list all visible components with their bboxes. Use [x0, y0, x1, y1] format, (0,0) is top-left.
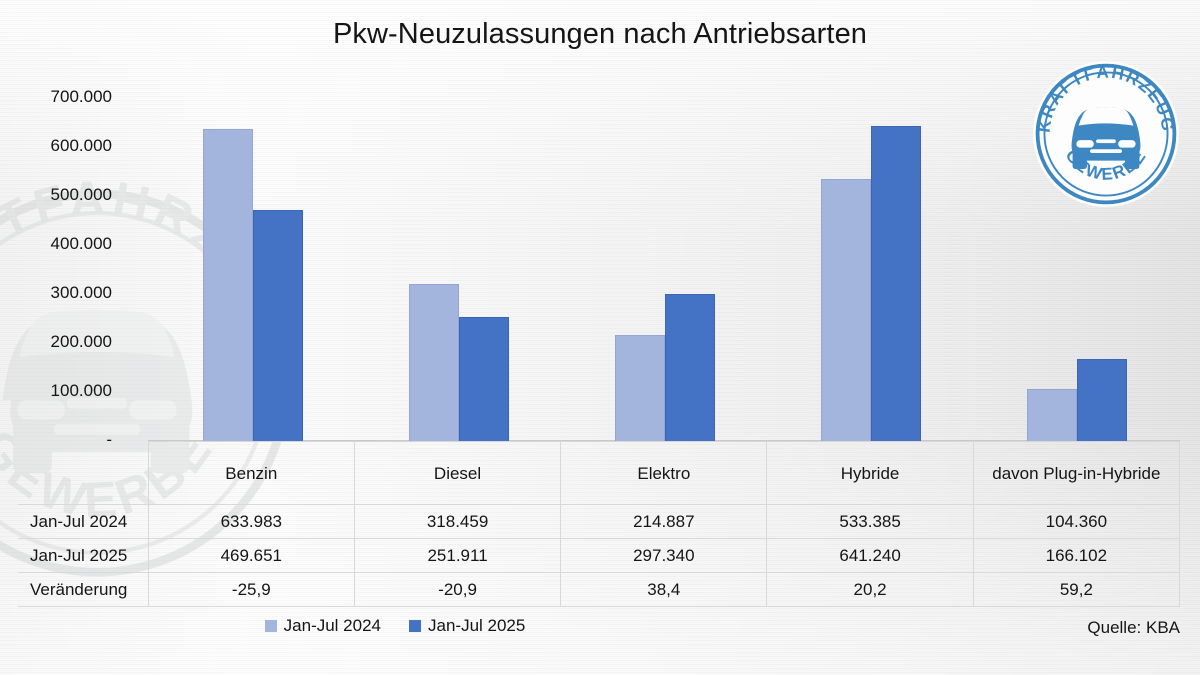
- table-header-elektro: Elektro: [560, 441, 768, 505]
- table-header-benzin: Benzin: [147, 441, 355, 505]
- car-front-icon: [1071, 107, 1141, 169]
- bar-2024: [821, 179, 871, 442]
- y-axis-tick-label: 200.000: [50, 332, 112, 351]
- table-row: Jan-Jul 2025 469.651 251.911 297.340 641.240…: [18, 538, 1181, 573]
- bar-2025: [253, 210, 303, 442]
- bar-2025: [1077, 359, 1127, 442]
- table-cell: 633.983: [147, 504, 355, 539]
- table-cell: 214.887: [560, 504, 768, 539]
- legend-items: Jan-Jul 2024 Jan-Jul 2025: [0, 616, 790, 636]
- y-axis-tick-label: 500.000: [50, 185, 112, 204]
- table-header-plugin-hybride: davon Plug-in-Hybride: [972, 441, 1181, 505]
- table-cell: -25,9: [147, 572, 355, 607]
- chart-title: Pkw-Neuzulassungen nach Antriebsarten: [332, 18, 868, 50]
- table-cell: 318.459: [353, 504, 562, 539]
- table-row-label: Jan-Jul 2024: [18, 504, 149, 539]
- legend-color-swatch: [409, 620, 421, 632]
- table-cell: 38,4: [560, 572, 768, 607]
- y-axis-tick-label: 100.000: [50, 381, 112, 400]
- bar-2024: [1027, 389, 1077, 442]
- table-cell: 59,2: [972, 572, 1181, 607]
- table-body: Jan-Jul 2024 633.983 318.459 214.887 533.385…: [18, 504, 1181, 607]
- bar-2024: [203, 129, 253, 442]
- table-row: Jan-Jul 2024 633.983 318.459 214.887 533.385…: [18, 504, 1181, 539]
- table-cell: 104.360: [972, 504, 1181, 539]
- table-header-hybride: Hybride: [766, 441, 974, 505]
- table-cell: -20,9: [353, 572, 562, 607]
- y-axis-tick-label: 600.000: [50, 136, 112, 155]
- data-table: Benzin Diesel Elektro Hybride davon Plug…: [18, 441, 1181, 607]
- chart-legend: Jan-Jul 2024 Jan-Jul 2025 Quelle: KBA: [0, 616, 1200, 644]
- bar-2025: [871, 126, 921, 442]
- table-cell: 297.340: [560, 538, 768, 573]
- legend-color-swatch: [264, 620, 277, 632]
- source-note: Quelle: KBA: [1087, 618, 1180, 637]
- bar-2024: [615, 335, 665, 442]
- table-cell: 469.651: [147, 538, 355, 573]
- table-cell: 166.102: [972, 538, 1181, 573]
- table-row: Veränderung -25,9 -20,9 38,4 20,2 59,2: [18, 572, 1181, 607]
- table-corner-cell: [18, 441, 149, 505]
- table-row-label: Veränderung: [18, 572, 149, 607]
- table-cell: 251.911: [353, 538, 562, 573]
- y-axis-tick-label: 700.000: [50, 87, 112, 106]
- y-axis-tick-label: 400.000: [50, 234, 112, 253]
- y-axis-tick-label: 300.000: [50, 283, 112, 302]
- table-cell: 533.385: [766, 504, 974, 539]
- table-header-row: Benzin Diesel Elektro Hybride davon Plug…: [18, 441, 1181, 505]
- kraftfahrzeug-gewerbe-logo: KRAFTFAHRZEUG GEWERBE: [1030, 58, 1182, 210]
- bar-2024: [409, 284, 459, 442]
- y-axis-tick-label: -: [106, 430, 112, 449]
- bar-chart-plot-area: [0, 70, 1200, 445]
- legend-label: Jan-Jul 2024: [283, 616, 381, 635]
- table-row-label: Jan-Jul 2025: [18, 538, 149, 573]
- bar-2025: [665, 294, 715, 442]
- legend-item: Jan-Jul 2025: [409, 616, 525, 636]
- bar-2025: [459, 317, 509, 442]
- legend-label: Jan-Jul 2025: [428, 616, 526, 635]
- table-cell: 641.240: [766, 538, 974, 573]
- table-header-diesel: Diesel: [353, 441, 562, 505]
- legend-item: Jan-Jul 2024: [264, 616, 381, 636]
- table-cell: 20,2: [766, 572, 974, 607]
